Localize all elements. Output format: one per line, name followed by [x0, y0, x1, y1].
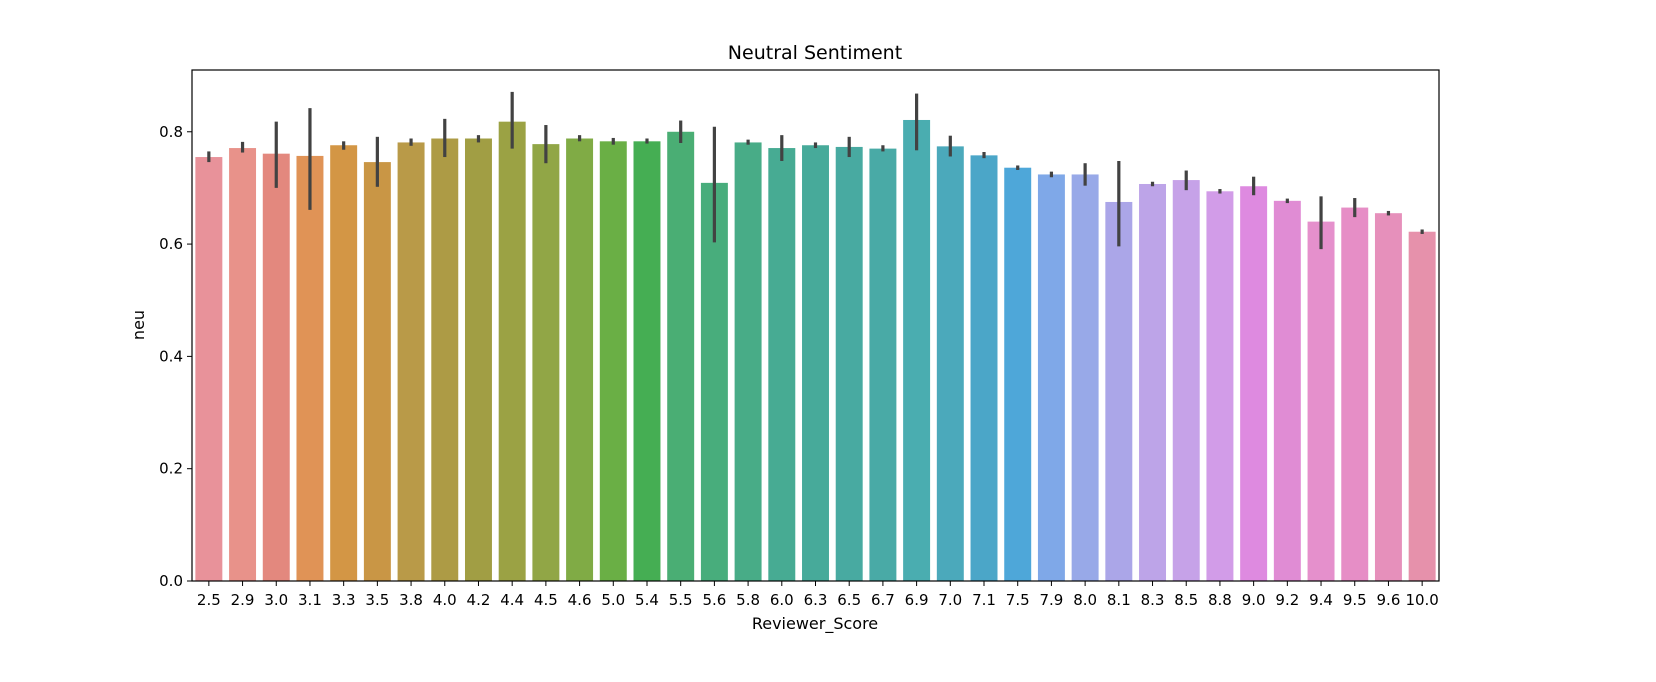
- x-tick-label: 5.0: [601, 591, 625, 609]
- bar-7.5: [1004, 167, 1032, 581]
- x-tick-label: 6.7: [871, 591, 895, 609]
- bar-9.4: [1307, 221, 1335, 581]
- bar-6.3: [802, 145, 829, 581]
- bar-4.5: [532, 144, 560, 581]
- bar-3.3: [330, 145, 358, 581]
- bar-9.2: [1273, 200, 1301, 582]
- bar-5.4: [633, 141, 661, 582]
- x-tick-label: 5.6: [702, 591, 726, 609]
- x-tick-label: 4.0: [433, 591, 457, 609]
- bar-4.4: [498, 121, 526, 582]
- bar-5.8: [734, 142, 762, 581]
- y-tick-label: 0.4: [159, 347, 183, 365]
- x-tick-label: 8.1: [1107, 591, 1131, 609]
- x-tick-label: 6.0: [770, 591, 794, 609]
- bar-8.5: [1172, 180, 1200, 582]
- chart-title: Neutral Sentiment: [728, 42, 902, 64]
- x-tick-label: 9.5: [1343, 591, 1367, 609]
- x-tick-label: 8.8: [1208, 591, 1232, 609]
- x-tick-label: 5.4: [635, 591, 659, 609]
- error-bars-layer: [207, 91, 1424, 250]
- bar-6.0: [768, 148, 796, 582]
- bar-2.5: [195, 157, 223, 582]
- x-axis-label: Reviewer_Score: [752, 614, 878, 634]
- bar-9.5: [1341, 207, 1369, 582]
- bar-5.5: [667, 131, 695, 581]
- x-tick-label: 6.3: [804, 591, 828, 609]
- bar-9.6: [1374, 213, 1402, 581]
- bar-8.1: [1105, 201, 1133, 581]
- x-tick-label: 4.6: [568, 591, 592, 609]
- y-tick-label: 0.6: [159, 235, 183, 253]
- x-tick-label: 8.0: [1073, 591, 1097, 609]
- bar-4.2: [464, 138, 492, 581]
- x-tick-label: 2.9: [231, 591, 255, 609]
- bar-3.5: [363, 162, 391, 582]
- bar-3.0: [262, 153, 290, 581]
- y-tick-label: 0.2: [159, 460, 183, 478]
- x-tick-label: 9.4: [1309, 591, 1333, 609]
- bar-4.0: [431, 138, 459, 581]
- x-tick-label: 4.5: [534, 591, 558, 609]
- bar-3.1: [296, 155, 324, 581]
- x-tick-label: 8.3: [1141, 591, 1165, 609]
- bar-8.3: [1139, 183, 1167, 581]
- bar-2.9: [229, 148, 257, 582]
- y-tick-label: 0.0: [159, 572, 183, 590]
- bar-7.9: [1037, 174, 1065, 581]
- bar-7.0: [936, 146, 964, 581]
- x-tick-label: 4.4: [500, 591, 524, 609]
- bars-layer: [195, 119, 1436, 582]
- x-tick-label: 5.8: [736, 591, 760, 609]
- y-axis-ticks: 0.0 0.2 0.4 0.6 0.8: [159, 123, 192, 590]
- bar-6.5: [835, 146, 863, 581]
- y-tick-label: 0.8: [159, 123, 183, 141]
- x-tick-label: 6.9: [905, 591, 929, 609]
- x-tick-label: 3.0: [264, 591, 288, 609]
- plot-frame: [191, 69, 1440, 582]
- x-tick-label: 7.9: [1039, 591, 1063, 609]
- bar-10.0: [1408, 231, 1436, 581]
- x-tick-label: 3.1: [298, 591, 322, 609]
- x-tick-label: 7.0: [938, 591, 962, 609]
- x-tick-label: 9.2: [1275, 591, 1299, 609]
- bar-5.0: [599, 141, 627, 582]
- bar-6.9: [903, 119, 931, 581]
- bar-5.6: [700, 182, 728, 581]
- bar-3.8: [397, 142, 425, 581]
- x-tick-label: 6.5: [837, 591, 861, 609]
- x-tick-label: 3.8: [399, 591, 423, 609]
- bar-4.6: [566, 138, 594, 581]
- x-tick-label: 7.1: [972, 591, 996, 609]
- bar-8.8: [1206, 191, 1234, 582]
- x-tick-label: 3.5: [365, 591, 389, 609]
- bar-9.0: [1240, 186, 1268, 581]
- x-tick-label: 4.2: [467, 591, 491, 609]
- bar-6.7: [869, 148, 897, 581]
- x-tick-label: 3.3: [332, 591, 356, 609]
- x-tick-label: 8.5: [1174, 591, 1198, 609]
- x-tick-label: 10.0: [1405, 591, 1438, 609]
- y-axis-label: neu: [129, 310, 148, 340]
- x-tick-label: 7.5: [1006, 591, 1030, 609]
- x-tick-label: 2.5: [197, 591, 221, 609]
- x-tick-label: 5.5: [669, 591, 693, 609]
- x-axis-ticks: 2.5 2.9 3.0 3.1 3.3 3.5 3.8 4.0 4.2 4.4 4.5 4.6 5.0 5…: [197, 581, 1439, 609]
- x-tick-label: 9.6: [1377, 591, 1401, 609]
- bar-8.0: [1071, 174, 1099, 581]
- bar-7.1: [970, 155, 998, 581]
- x-tick-label: 9.0: [1242, 591, 1266, 609]
